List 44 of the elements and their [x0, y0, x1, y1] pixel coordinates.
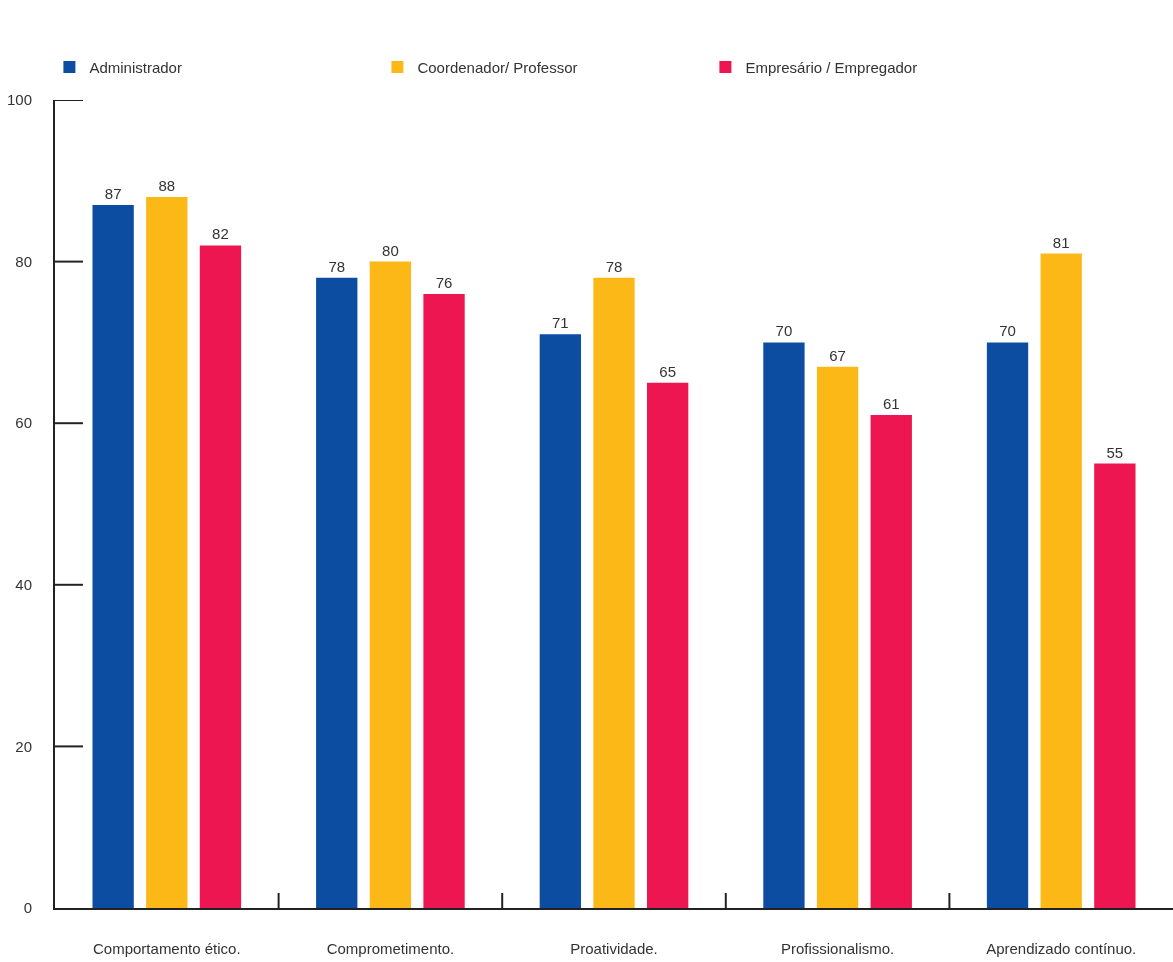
- y-tick-label: 40: [15, 576, 32, 594]
- bar: [763, 342, 805, 908]
- bar: [647, 382, 689, 908]
- bar: [593, 277, 635, 908]
- data-label: 81: [1052, 233, 1070, 251]
- data-label: 80: [382, 241, 399, 259]
- y-tick-label: 60: [15, 414, 32, 432]
- x-tick-label: Comprometimento.: [326, 940, 455, 957]
- data-label: 71: [552, 314, 569, 332]
- bar: [199, 245, 242, 908]
- bar: [1094, 463, 1136, 908]
- data-label: 65: [659, 362, 676, 380]
- bar: [539, 334, 581, 908]
- bar: [369, 261, 412, 908]
- data-label: 78: [605, 257, 623, 275]
- data-label: 78: [328, 257, 346, 275]
- data-label: 82: [212, 225, 229, 243]
- data-label: 70: [775, 322, 793, 340]
- legend-label: Administrador: [89, 58, 182, 76]
- x-tick-label: Comportamento ético.: [93, 940, 241, 957]
- x-tick-label: Aprendizado contínuo.: [986, 940, 1137, 957]
- bar: [92, 205, 134, 908]
- legend-label: Empresário / Empregador: [745, 58, 918, 76]
- bar: [146, 196, 188, 908]
- legend-label: Coordenador/ Professor: [417, 58, 578, 76]
- x-tick-label: Profissionalismo.: [780, 940, 895, 957]
- data-label: 67: [829, 346, 846, 364]
- data-label: 76: [435, 273, 453, 291]
- data-label: 55: [1106, 443, 1124, 461]
- y-tick-label: 80: [15, 252, 32, 270]
- data-label: 70: [999, 322, 1016, 340]
- data-label: 88: [158, 176, 176, 194]
- y-tick-label: 0: [23, 899, 32, 917]
- y-tick-label: 100: [6, 91, 32, 109]
- y-tick-label: 20: [15, 737, 32, 755]
- bar: [423, 293, 465, 908]
- bar: [870, 415, 912, 908]
- bar: [1040, 253, 1082, 908]
- bar: [316, 277, 358, 908]
- bar: [986, 342, 1029, 908]
- data-label: 87: [104, 185, 122, 203]
- x-tick-label: Proatividade.: [570, 940, 658, 957]
- data-label: 61: [882, 395, 900, 413]
- bar: [816, 366, 859, 908]
